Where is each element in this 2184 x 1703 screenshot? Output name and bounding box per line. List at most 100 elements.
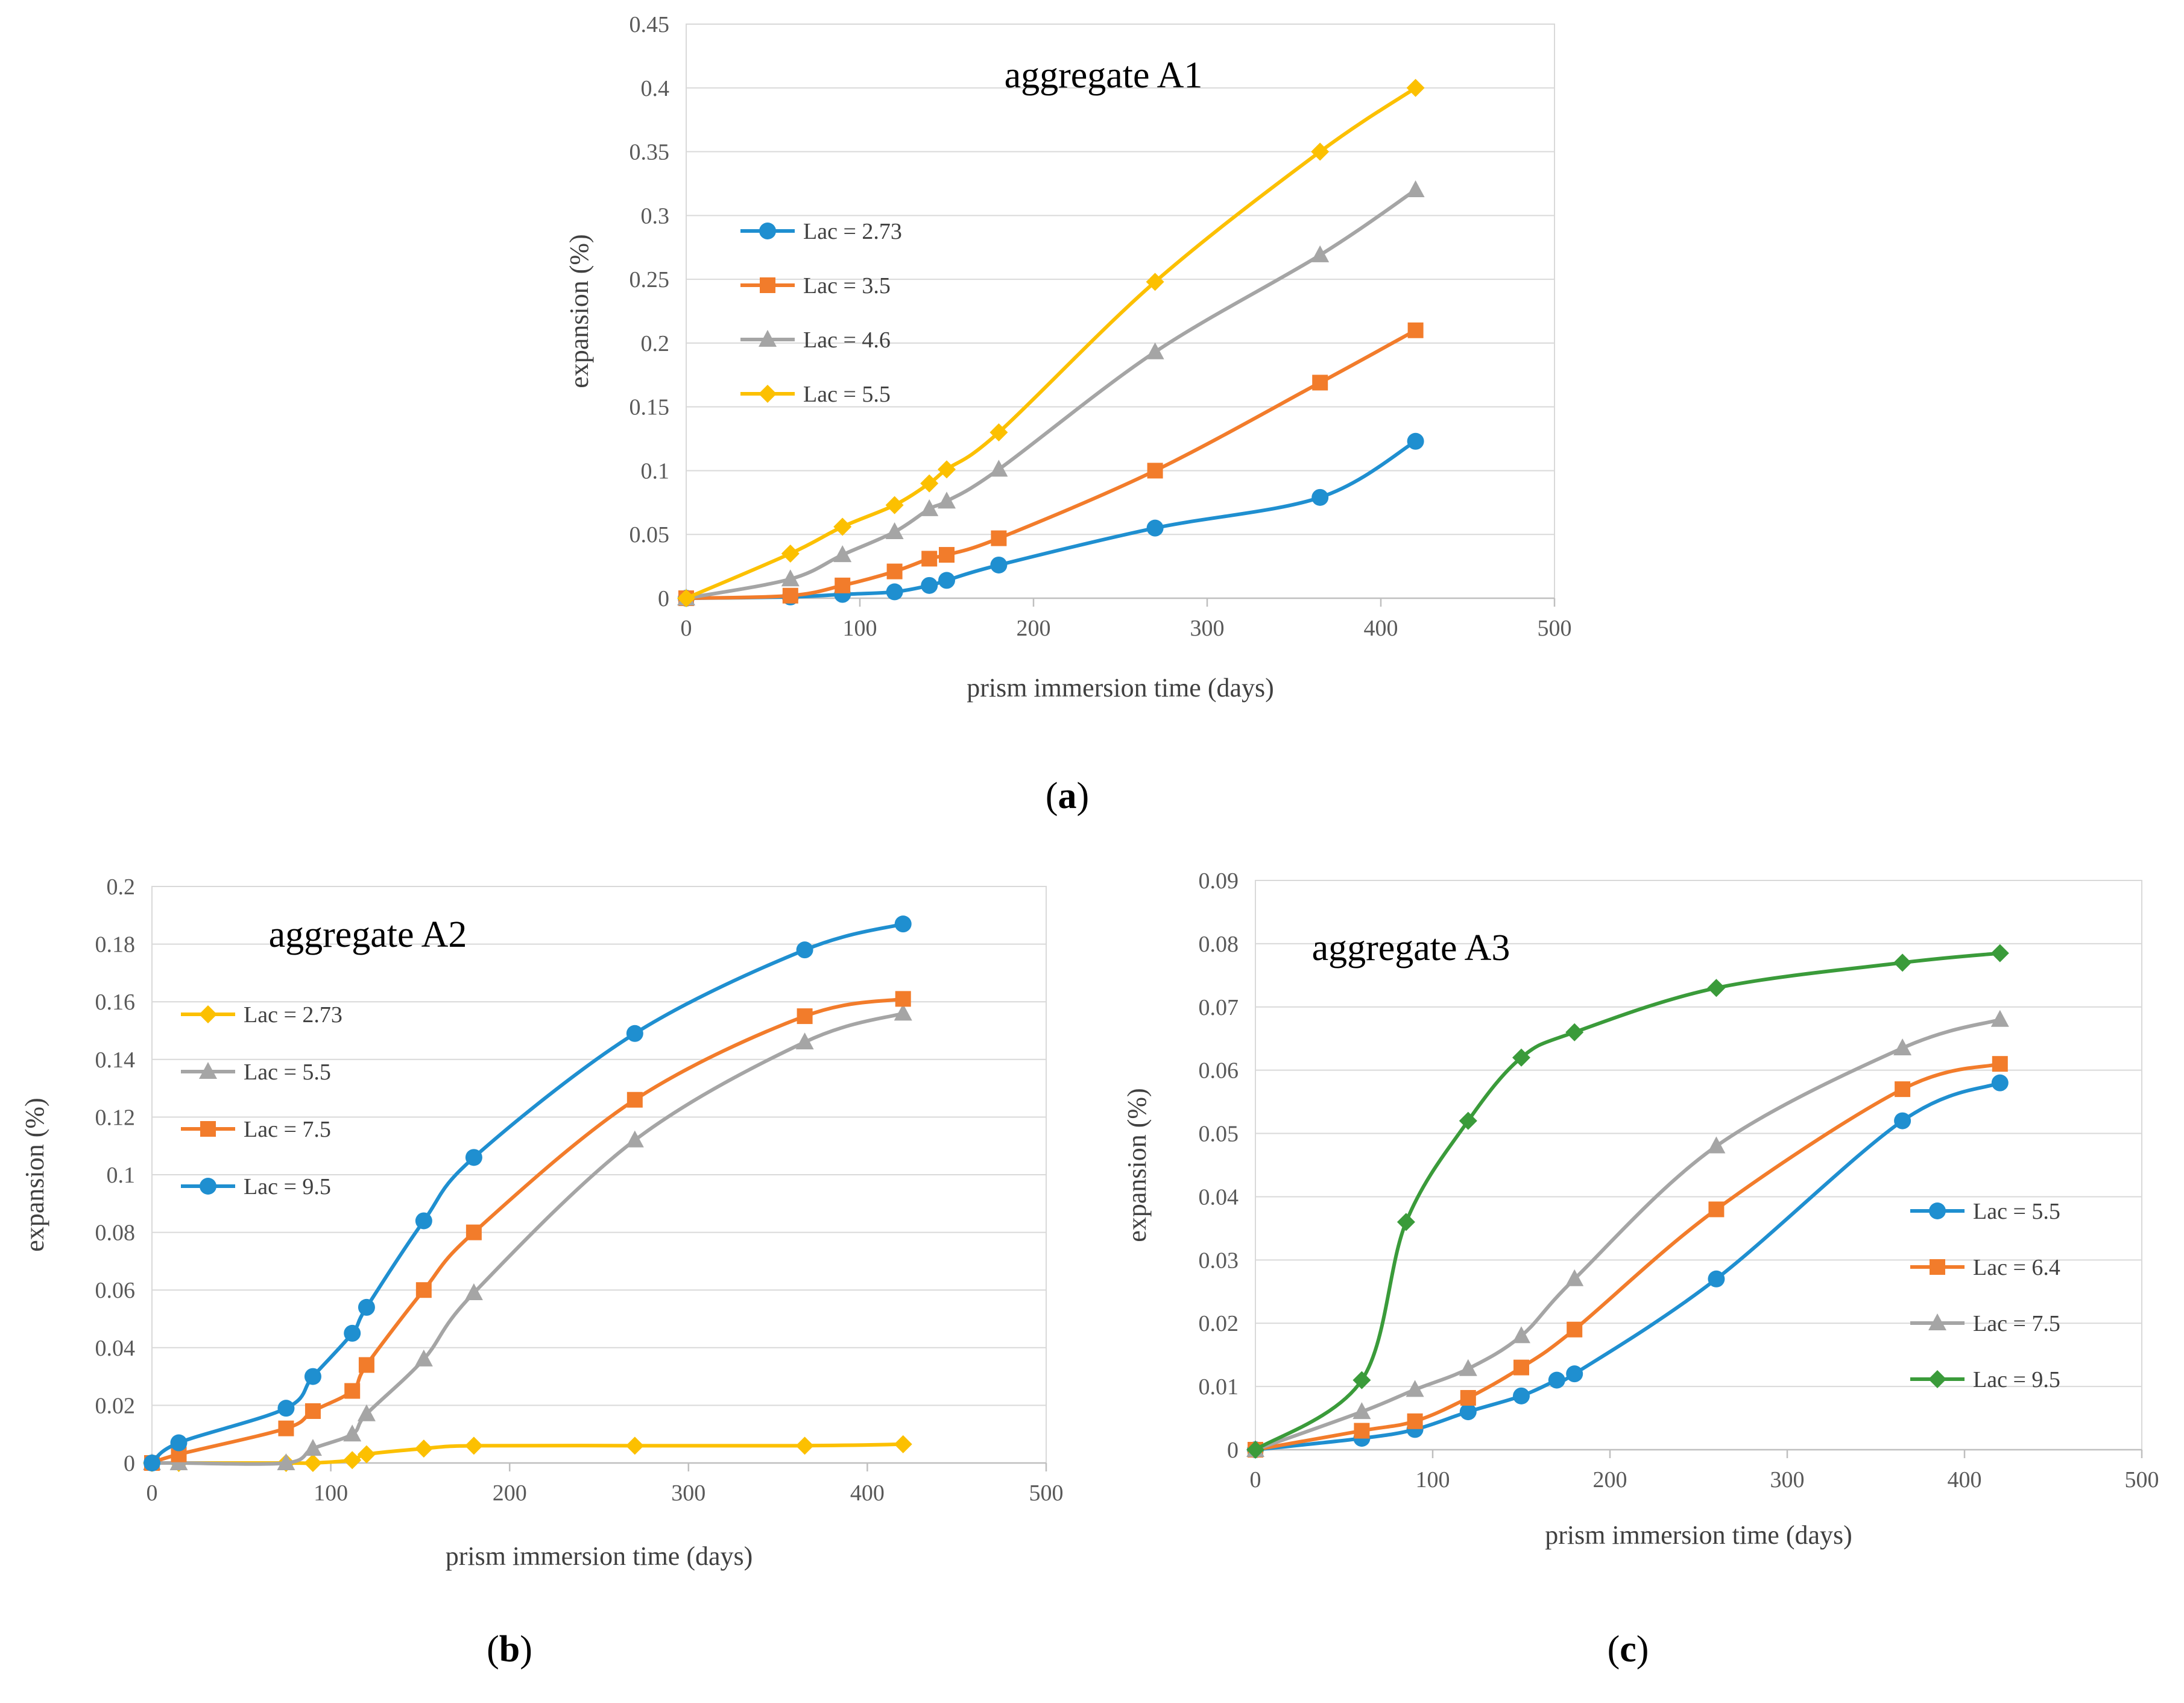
data-point	[1406, 78, 1425, 97]
legend-marker	[759, 385, 777, 403]
y-tick-label: 0.08	[1199, 932, 1239, 957]
y-tick-label: 0.25	[630, 267, 670, 292]
data-point	[344, 1383, 361, 1399]
data-point	[1147, 463, 1163, 479]
data-point	[1990, 1009, 2009, 1027]
y-tick-label: 0.2	[107, 874, 136, 900]
data-point	[625, 1130, 644, 1148]
data-point	[1565, 1269, 1584, 1286]
legend-entry: Lac = 5.5	[1910, 1199, 2060, 1224]
data-point	[1991, 1074, 2009, 1092]
legend-label: Lac = 2.73	[244, 1002, 342, 1028]
data-point	[278, 1420, 294, 1436]
y-tick-label: 0.16	[95, 990, 136, 1015]
y-tick-label: 0.06	[95, 1278, 136, 1303]
x-tick-label: 0	[681, 616, 692, 641]
legend-label: Lac = 7.5	[244, 1117, 331, 1142]
data-point	[1354, 1423, 1370, 1439]
data-point	[1708, 1201, 1725, 1218]
data-point	[835, 577, 851, 593]
legend-entry: Lac = 7.5	[181, 1117, 331, 1142]
data-point	[1146, 273, 1164, 291]
y-tick-label: 0.02	[95, 1393, 136, 1418]
series-line	[150, 1442, 905, 1465]
y-tick-label: 0.35	[630, 140, 670, 165]
data-point	[170, 1434, 188, 1452]
series-b-2	[144, 991, 911, 1471]
legend-label: Lac = 6.4	[1973, 1255, 2060, 1280]
y-tick-label: 0	[658, 586, 669, 611]
data-point	[626, 1092, 643, 1108]
data-point	[1893, 953, 1912, 972]
data-point	[797, 1008, 813, 1025]
y-tick-label: 0.45	[630, 12, 670, 37]
data-point	[466, 1224, 482, 1240]
x-tick-label: 100	[314, 1480, 348, 1506]
series-line	[684, 188, 1418, 600]
legend-entry: Lac = 5.5	[740, 382, 891, 407]
legend-entry: Lac = 2.73	[740, 219, 902, 244]
legend-entry: Lac = 3.5	[740, 273, 891, 299]
data-point	[1311, 142, 1330, 161]
caption-paren: (	[1608, 1629, 1620, 1670]
data-point	[1246, 1441, 1264, 1459]
x-tick-label: 300	[671, 1480, 705, 1506]
legend-marker	[759, 223, 776, 239]
y-tick-label: 0.07	[1199, 995, 1239, 1020]
caption-paren: )	[1636, 1629, 1649, 1670]
data-point	[1311, 488, 1329, 506]
y-tick-label: 0.04	[95, 1336, 136, 1361]
legend-marker	[199, 1005, 217, 1023]
series-c-0	[1247, 1074, 2009, 1458]
data-point	[885, 522, 904, 539]
caption-letter: a	[1058, 776, 1077, 817]
series-line	[1254, 1081, 2002, 1452]
data-point	[886, 563, 903, 580]
data-point	[1565, 1023, 1584, 1041]
legend-label: Lac = 5.5	[1973, 1199, 2060, 1224]
legend-marker	[1930, 1259, 1945, 1275]
y-tick-label: 0.1	[107, 1163, 136, 1188]
y-tick-label: 0.09	[1199, 868, 1239, 894]
x-tick-label: 0	[147, 1480, 158, 1506]
data-point	[303, 1439, 322, 1456]
series-c-1	[1248, 1056, 2008, 1458]
data-point	[781, 544, 800, 563]
series-line	[1254, 1017, 2002, 1452]
legend-marker	[199, 1062, 217, 1079]
y-tick-label: 0.12	[95, 1105, 136, 1130]
data-point	[1146, 519, 1164, 537]
caption-letter: b	[499, 1629, 520, 1670]
x-tick-label: 200	[1593, 1467, 1627, 1493]
data-point	[938, 460, 956, 479]
caption-paren: )	[1077, 776, 1090, 817]
data-point	[1352, 1371, 1371, 1389]
data-point	[677, 589, 695, 607]
series-a-1	[678, 322, 1424, 606]
data-point	[1459, 1111, 1477, 1130]
legend-marker	[1928, 1313, 1946, 1330]
y-axis-title: expansion (%)	[1122, 1088, 1152, 1242]
data-point	[358, 1357, 374, 1373]
y-tick-label: 0.18	[95, 932, 136, 958]
legend-entry: Lac = 4.6	[740, 327, 891, 353]
chart-title: aggregate A2	[269, 914, 467, 955]
data-point	[1407, 1413, 1423, 1429]
data-point	[625, 1436, 644, 1455]
data-point	[1512, 1048, 1530, 1067]
data-point	[885, 496, 904, 514]
x-tick-label: 500	[2125, 1467, 2159, 1493]
data-point	[1459, 1359, 1477, 1376]
data-point	[304, 1368, 321, 1385]
data-point	[1893, 1038, 1912, 1055]
y-tick-label: 0.3	[641, 203, 670, 229]
legend-marker	[200, 1178, 216, 1195]
legend-marker	[1928, 1370, 1946, 1388]
chart-panel-b: 0 0.02 0.04 0.06 0.08 0.1 0.12 0.14 0.16 0.18 0.2 0…	[20, 874, 1064, 1670]
x-tick-label: 500	[1538, 616, 1572, 641]
data-point	[990, 556, 1008, 573]
data-point	[833, 517, 852, 536]
caption-paren: (	[1046, 776, 1058, 817]
data-point	[1894, 1112, 1911, 1130]
